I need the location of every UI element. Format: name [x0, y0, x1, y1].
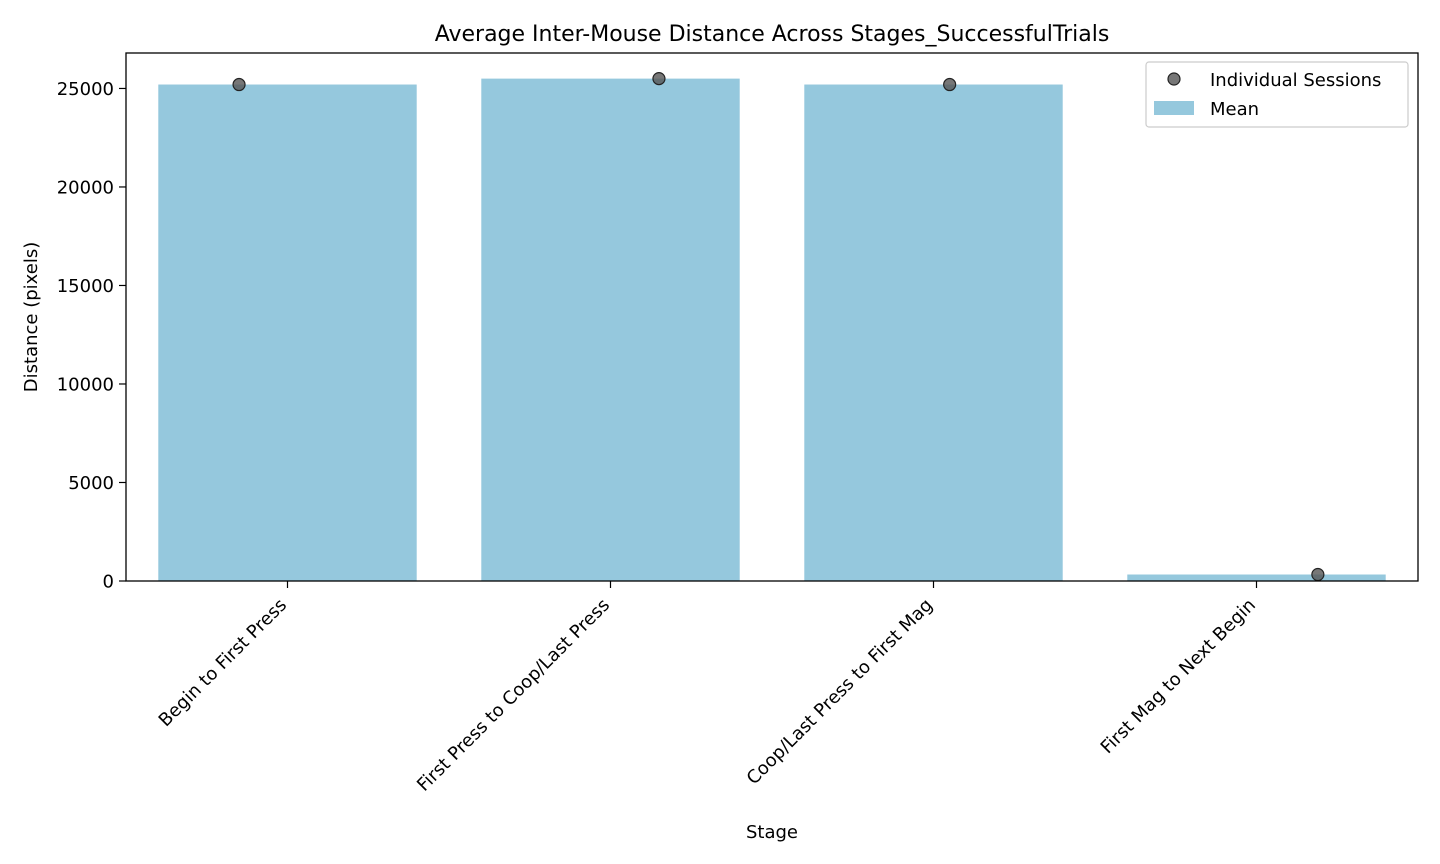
bar-3 [804, 84, 1063, 581]
session-point-4 [1311, 567, 1325, 582]
y-tick-label: 10000 [57, 374, 114, 395]
session-points [232, 72, 1325, 582]
y-axis: 0 5000 10000 15000 20000 25000 [57, 79, 126, 593]
x-tick-label: First Press to Coop/Last Press [413, 595, 614, 796]
y-tick-label: 15000 [57, 276, 114, 297]
x-axis-label: Stage [746, 822, 798, 843]
x-tick-label: First Mag to Next Begin [1097, 595, 1260, 758]
legend-swatch-mean [1154, 101, 1194, 115]
bar-2 [481, 78, 740, 581]
y-axis-label: Distance (pixels) [21, 242, 42, 392]
y-tick-label: 25000 [57, 79, 114, 100]
session-point-2 [652, 72, 666, 86]
session-point-1 [232, 77, 246, 92]
legend-label-individual-sessions: Individual Sessions [1210, 70, 1381, 91]
y-tick-label: 0 [103, 572, 114, 593]
x-tick-label: Begin to First Press [155, 595, 291, 731]
chart-title: Average Inter-Mouse Distance Across Stag… [435, 22, 1110, 47]
x-axis: Begin to First Press First Press to Coop/… [155, 581, 1260, 796]
bar-4 [1127, 574, 1386, 581]
bar-1 [158, 84, 417, 581]
legend-marker-individual-sessions [1167, 72, 1181, 86]
x-tick-label: Coop/Last Press to First Mag [743, 595, 937, 789]
y-tick-label: 5000 [68, 473, 114, 494]
plot-frame [125, 52, 1419, 582]
session-point-3 [943, 77, 957, 92]
bars [158, 78, 1386, 581]
legend-box [1145, 61, 1409, 128]
legend-label-mean: Mean [1210, 99, 1259, 120]
y-tick-label: 20000 [57, 177, 114, 198]
legend: Individual Sessions Mean [1145, 61, 1409, 128]
